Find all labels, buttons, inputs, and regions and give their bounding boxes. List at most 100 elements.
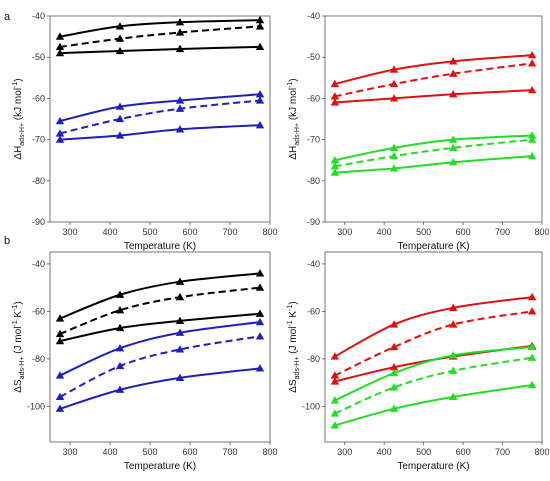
y-tick-label: -90 [32, 217, 45, 227]
y-tick-label: -80 [307, 176, 320, 186]
series-line [334, 346, 533, 402]
data-point [330, 421, 340, 429]
y-axis-label: ΔSads-H+ (J mol-1 K-1) [287, 301, 301, 392]
x-tick-label: 600 [182, 227, 197, 237]
data-point [449, 351, 458, 359]
chart-panel-a-right: 300 400 500 600 700 800 -90 -80 -70 -60 -50 -40 Temp… [287, 11, 550, 252]
data-point [255, 90, 265, 98]
y-tick-label: -40 [307, 11, 320, 21]
series-line [59, 335, 261, 398]
y-tick-label: -50 [32, 52, 45, 62]
data-point [449, 366, 458, 374]
data-point [330, 168, 340, 176]
data-point [55, 329, 65, 338]
series-line [334, 54, 533, 85]
plot-frame [49, 15, 271, 223]
series-line [334, 384, 533, 427]
series-line [59, 286, 261, 335]
x-tick-label: 700 [222, 227, 237, 237]
plot-frame [324, 15, 543, 223]
data-point [389, 94, 399, 102]
data-point [527, 380, 537, 389]
series-line [334, 310, 533, 377]
chart-panel-a-left: 300 400 500 600 700 800 -90 -80 -70 -60 -50 -40 Temp… [12, 11, 278, 252]
data-point [175, 328, 185, 336]
data-point [255, 96, 265, 104]
data-point [175, 373, 185, 382]
data-point [389, 362, 399, 371]
data-point [55, 371, 65, 379]
data-point [389, 404, 399, 412]
y-tick-label: -60 [32, 306, 45, 316]
series-line [59, 19, 261, 38]
x-tick-label: 400 [102, 227, 117, 237]
y-tick-label: -40 [32, 11, 45, 21]
data-point [115, 323, 125, 332]
data-point [55, 404, 65, 412]
data-point [115, 385, 125, 393]
x-tick-label: 400 [102, 447, 117, 457]
y-axis-label: ΔHads-H+ (kJ mol-1) [287, 78, 301, 159]
x-tick-label: 800 [534, 447, 549, 457]
series-line [334, 155, 533, 174]
data-point [449, 135, 458, 143]
y-tick-label: -40 [32, 259, 45, 269]
data-point [255, 22, 265, 30]
data-point [449, 158, 458, 166]
data-point [255, 317, 265, 326]
data-point [175, 104, 185, 112]
data-point [115, 102, 125, 110]
y-tick-label: -50 [307, 52, 320, 62]
y-tick-label: -70 [32, 135, 45, 145]
data-point [175, 277, 185, 285]
series-line [59, 124, 261, 141]
data-point [255, 42, 265, 51]
data-point [330, 79, 340, 88]
data-point [175, 44, 185, 53]
x-tick-label: 600 [456, 227, 471, 237]
data-point [389, 65, 399, 73]
series-line [59, 45, 261, 55]
data-point [527, 50, 537, 59]
x-tick-label: 600 [456, 447, 471, 457]
series-line [59, 25, 261, 48]
data-point [527, 307, 537, 315]
data-point [55, 48, 65, 57]
y-tick-label: -100 [27, 401, 45, 411]
x-tick-label: 500 [416, 447, 431, 457]
data-point [330, 371, 340, 379]
data-point [255, 332, 265, 340]
data-point [330, 352, 340, 360]
series-line [59, 367, 261, 410]
data-point [175, 292, 185, 301]
data-point [255, 269, 265, 277]
data-point [255, 309, 265, 317]
data-point [527, 85, 537, 94]
data-point [255, 120, 265, 129]
data-point [527, 151, 537, 160]
x-tick-label: 700 [495, 227, 510, 237]
data-point [389, 164, 399, 172]
data-point [389, 143, 399, 151]
x-tick-label: 700 [222, 447, 237, 457]
data-point [330, 377, 340, 385]
y-tick-label: -80 [32, 354, 45, 364]
data-point [449, 90, 458, 98]
data-point [527, 131, 537, 139]
series-line [334, 62, 533, 98]
data-point [55, 116, 65, 125]
data-point [527, 342, 537, 351]
data-point [449, 303, 458, 311]
data-point [330, 156, 340, 164]
y-axis-label: ΔHads-H+ (kJ mol-1) [12, 78, 26, 159]
data-point [449, 320, 458, 328]
x-tick-label: 500 [142, 447, 157, 457]
data-point [255, 283, 265, 291]
series-line [334, 138, 533, 168]
y-tick-label: -60 [307, 306, 320, 316]
data-point [527, 292, 537, 301]
data-point [389, 79, 399, 88]
data-point [449, 69, 458, 77]
plot-frame [324, 251, 543, 443]
